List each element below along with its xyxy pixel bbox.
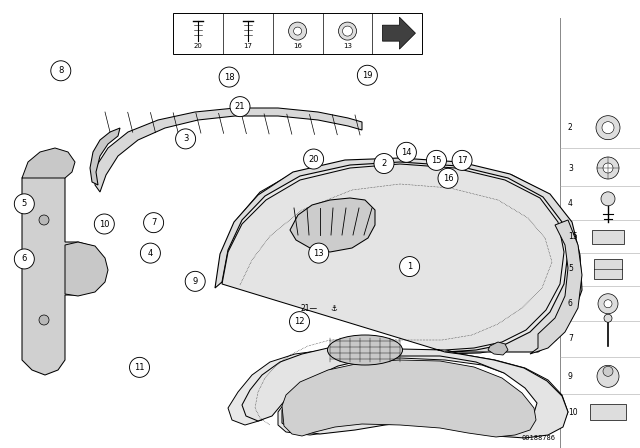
Text: 17: 17 xyxy=(243,43,252,49)
FancyBboxPatch shape xyxy=(592,229,624,244)
Circle shape xyxy=(51,61,71,81)
Text: ⚓: ⚓ xyxy=(330,303,337,313)
Circle shape xyxy=(597,157,619,179)
Circle shape xyxy=(596,116,620,140)
Text: 18: 18 xyxy=(224,73,234,82)
Polygon shape xyxy=(22,170,102,375)
Circle shape xyxy=(14,194,35,214)
Text: 20: 20 xyxy=(308,155,319,164)
Polygon shape xyxy=(215,158,582,352)
Circle shape xyxy=(308,243,329,263)
Circle shape xyxy=(374,154,394,173)
Circle shape xyxy=(140,243,161,263)
Text: 19: 19 xyxy=(362,71,372,80)
Circle shape xyxy=(94,214,115,234)
FancyBboxPatch shape xyxy=(590,404,626,420)
Text: 2: 2 xyxy=(381,159,387,168)
Text: 12: 12 xyxy=(294,317,305,326)
Text: 6: 6 xyxy=(568,299,573,308)
Text: 9: 9 xyxy=(568,372,573,381)
Circle shape xyxy=(175,129,196,149)
Polygon shape xyxy=(530,220,582,354)
Circle shape xyxy=(303,149,324,169)
Circle shape xyxy=(604,300,612,308)
Circle shape xyxy=(219,67,239,87)
Text: 4: 4 xyxy=(568,199,573,208)
Circle shape xyxy=(230,97,250,116)
Text: 6: 6 xyxy=(22,254,27,263)
Text: 10: 10 xyxy=(568,408,578,417)
Circle shape xyxy=(129,358,150,377)
Ellipse shape xyxy=(328,335,403,365)
Circle shape xyxy=(438,168,458,188)
Text: 00188786: 00188786 xyxy=(522,435,556,441)
Polygon shape xyxy=(95,108,362,192)
Circle shape xyxy=(426,151,447,170)
Text: 9: 9 xyxy=(193,277,198,286)
Text: 11: 11 xyxy=(134,363,145,372)
Polygon shape xyxy=(488,342,508,355)
Circle shape xyxy=(601,192,615,206)
Circle shape xyxy=(39,315,49,325)
Polygon shape xyxy=(282,360,536,437)
Text: 1: 1 xyxy=(407,262,412,271)
Circle shape xyxy=(603,163,613,173)
Text: 7: 7 xyxy=(151,218,156,227)
Circle shape xyxy=(603,366,613,376)
Text: 13: 13 xyxy=(314,249,324,258)
Circle shape xyxy=(342,26,353,36)
Circle shape xyxy=(399,257,420,276)
Text: 10: 10 xyxy=(99,220,109,228)
Text: 16: 16 xyxy=(443,174,453,183)
Circle shape xyxy=(289,22,307,40)
Text: 5: 5 xyxy=(568,264,573,273)
Circle shape xyxy=(339,22,356,40)
Polygon shape xyxy=(383,17,415,49)
Polygon shape xyxy=(220,160,575,436)
Text: 13: 13 xyxy=(343,43,352,49)
Circle shape xyxy=(185,271,205,291)
Text: 5: 5 xyxy=(22,199,27,208)
Text: 20: 20 xyxy=(193,43,202,49)
Text: 21: 21 xyxy=(235,102,245,111)
Text: 3: 3 xyxy=(183,134,188,143)
Circle shape xyxy=(602,122,614,134)
Text: 17: 17 xyxy=(457,156,467,165)
Polygon shape xyxy=(222,164,568,438)
Circle shape xyxy=(452,151,472,170)
Circle shape xyxy=(143,213,164,233)
Circle shape xyxy=(604,314,612,322)
Text: 15: 15 xyxy=(568,232,578,241)
Text: 16: 16 xyxy=(293,43,302,49)
Text: 14: 14 xyxy=(401,148,412,157)
Circle shape xyxy=(357,65,378,85)
Circle shape xyxy=(39,215,49,225)
Text: 4: 4 xyxy=(148,249,153,258)
Circle shape xyxy=(294,27,301,35)
Text: 8: 8 xyxy=(58,66,63,75)
Circle shape xyxy=(14,249,35,269)
Text: 2: 2 xyxy=(568,123,573,132)
Text: 3: 3 xyxy=(568,164,573,172)
Polygon shape xyxy=(90,128,120,185)
Text: 7: 7 xyxy=(568,334,573,343)
Circle shape xyxy=(597,365,619,388)
Circle shape xyxy=(598,294,618,314)
FancyBboxPatch shape xyxy=(173,13,422,54)
Polygon shape xyxy=(22,148,75,178)
Text: 15: 15 xyxy=(431,156,442,165)
Polygon shape xyxy=(65,242,108,296)
Circle shape xyxy=(289,312,310,332)
Polygon shape xyxy=(290,198,375,252)
FancyBboxPatch shape xyxy=(594,259,622,279)
Text: 21—: 21— xyxy=(301,303,318,313)
Circle shape xyxy=(396,142,417,162)
